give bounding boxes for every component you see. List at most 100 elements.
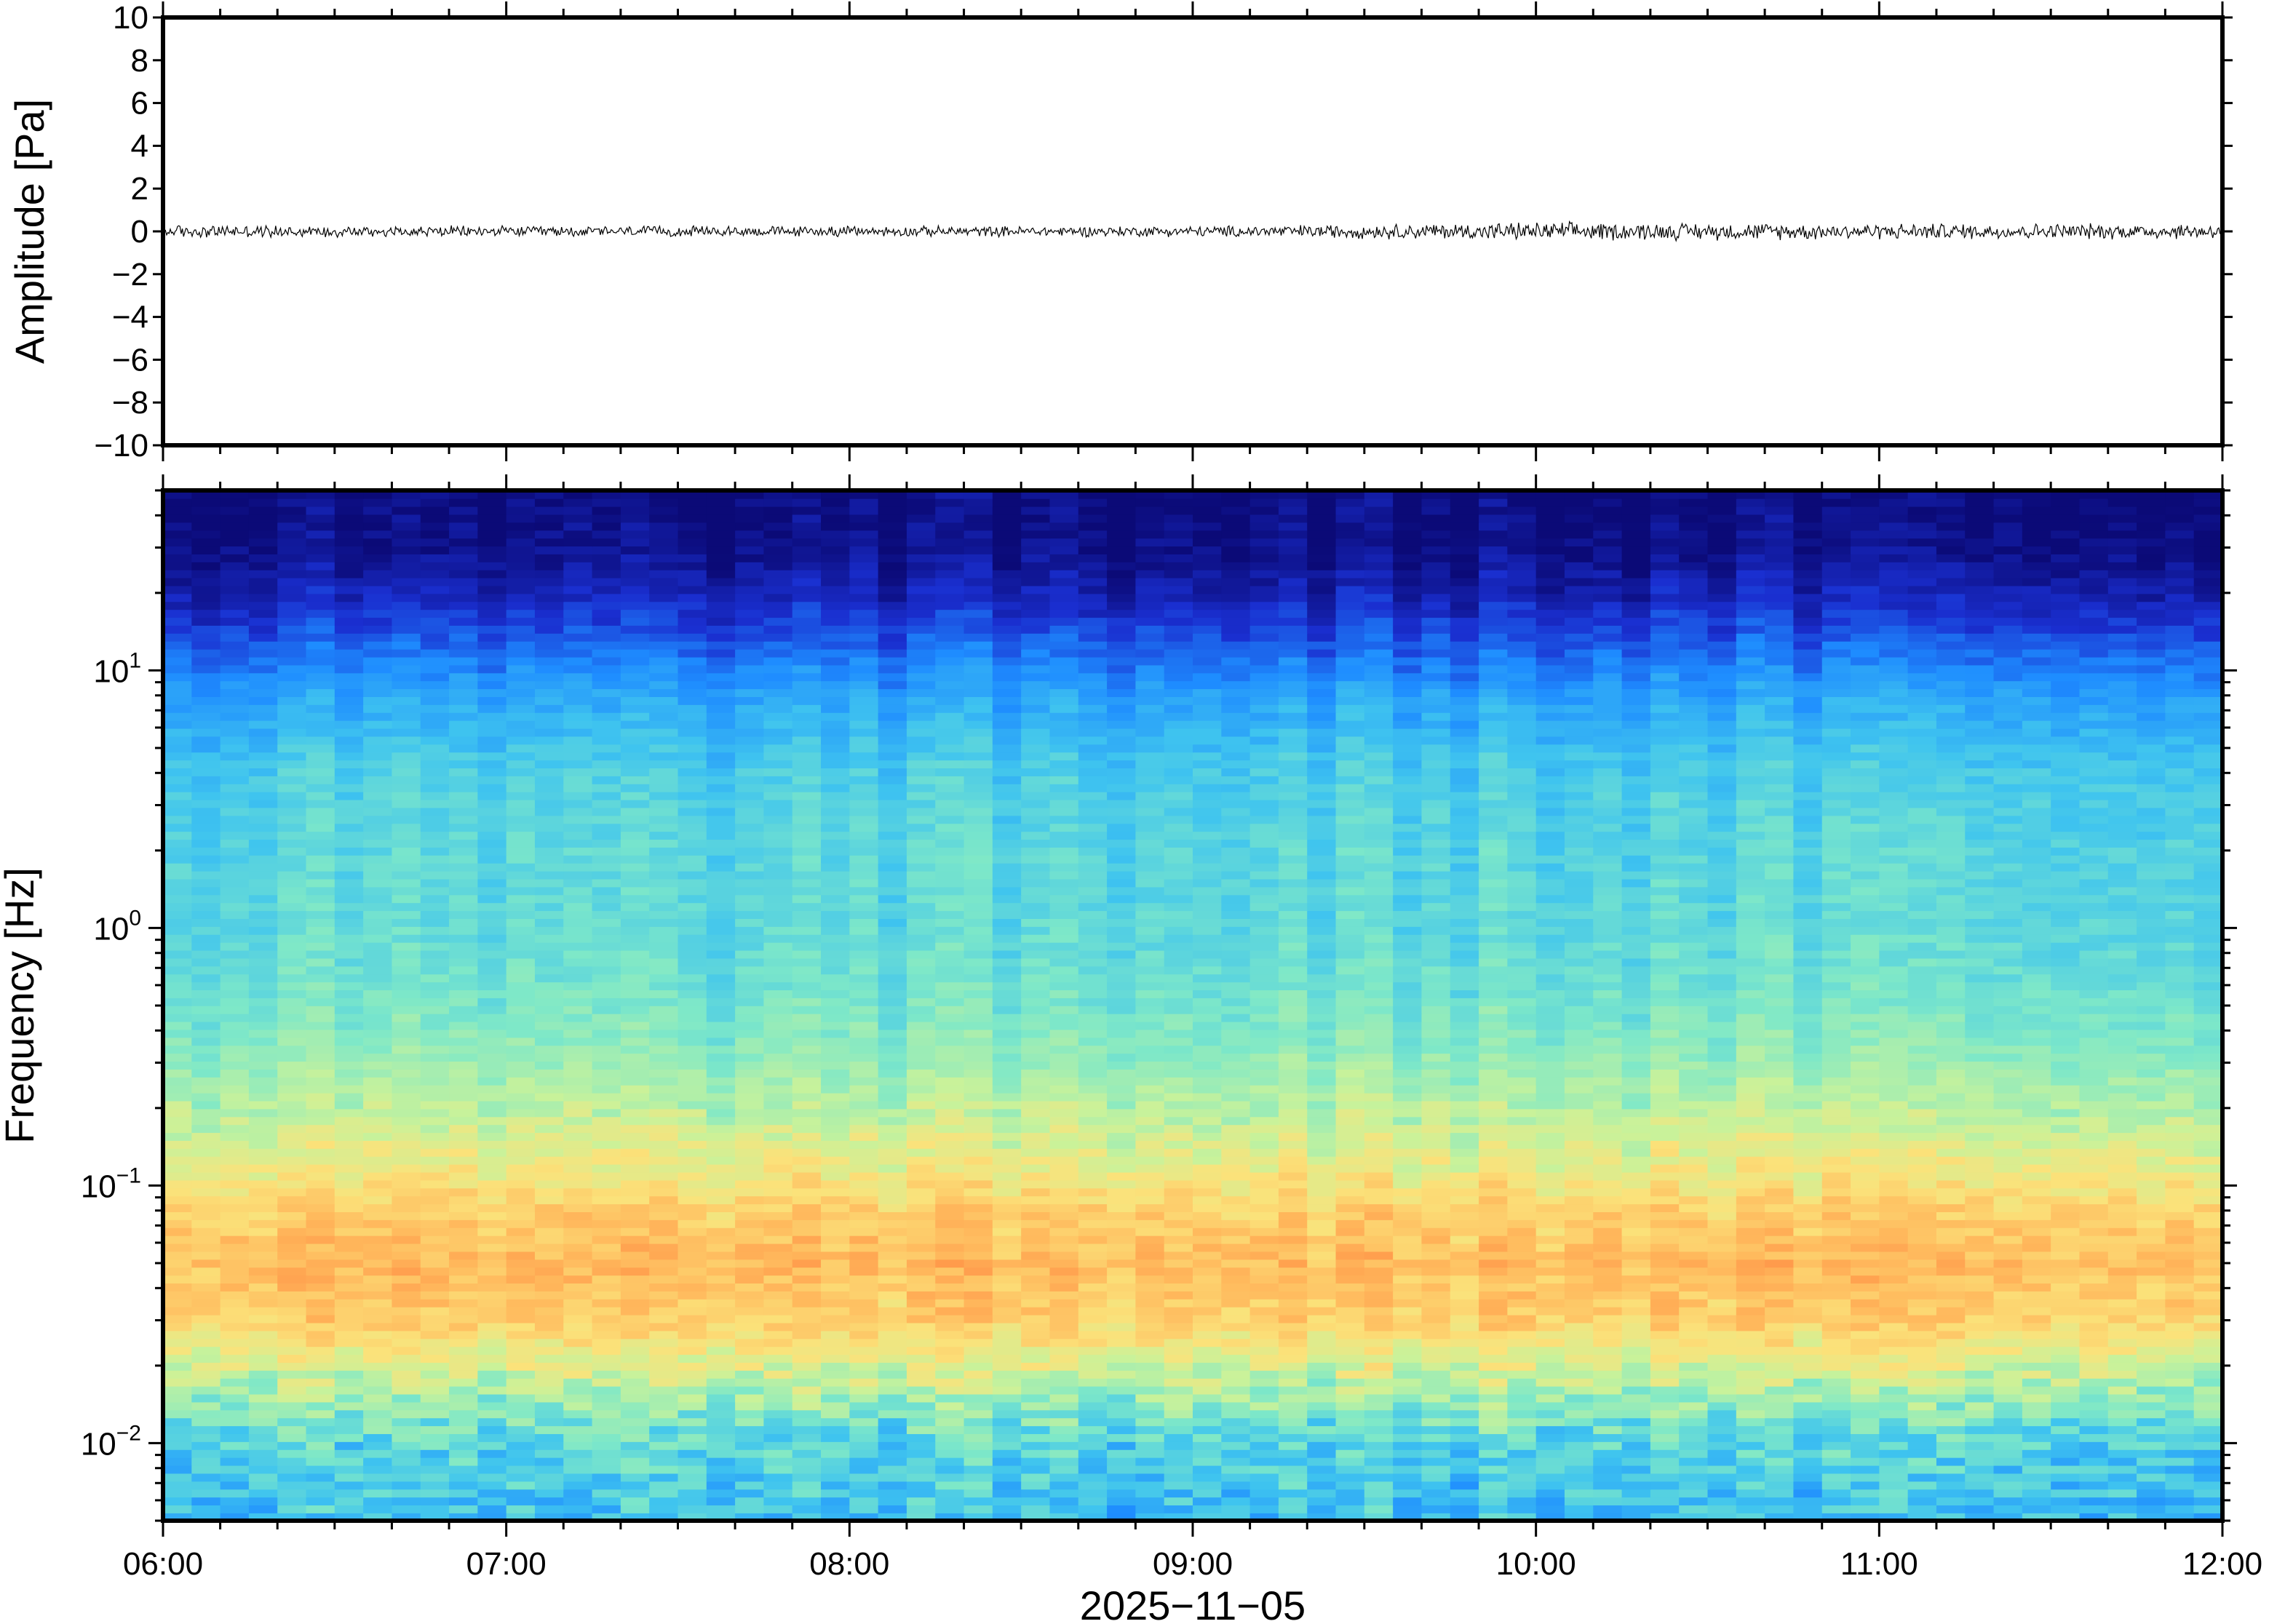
spectrogram-cell [821, 1291, 851, 1299]
spectrogram-cell [506, 1243, 536, 1252]
spectrogram-cell [220, 1497, 250, 1506]
spectrogram-cell [821, 1425, 851, 1434]
spectrogram-cell [2051, 1291, 2081, 1299]
spectrogram-cell [1307, 1069, 1337, 1078]
spectrogram-cell [1479, 1155, 1509, 1165]
spectrogram-cell [2193, 1275, 2222, 1284]
spectrogram-cell [935, 1148, 965, 1157]
spectrogram-cell [2193, 1077, 2222, 1086]
spectrogram-cell [1621, 998, 1651, 1006]
spectrogram-cell [363, 1116, 393, 1126]
spectrogram-cell [677, 1497, 707, 1506]
spectrogram-cell [992, 1061, 1022, 1070]
spectrogram-cell [1993, 1227, 2023, 1236]
spectrogram-cell [420, 1084, 450, 1094]
spectrogram-cell [677, 1069, 707, 1078]
spectrogram-cell [1535, 990, 1565, 998]
spectrogram-cell [1736, 1393, 1765, 1403]
spectrogram-cell [1707, 1037, 1737, 1046]
spectrogram-cell [248, 1013, 279, 1022]
spectrogram-cell [220, 1211, 250, 1220]
spectrogram-cell [306, 1409, 335, 1419]
spectrogram-cell [306, 1187, 335, 1197]
spectrogram-cell [1765, 1433, 1795, 1442]
spectrogram-cell [1364, 1393, 1394, 1403]
spectrogram-cell [534, 1299, 565, 1307]
spectrogram-cell [906, 1385, 937, 1395]
spectrogram-cell [1907, 1124, 1937, 1134]
spectrogram-cell [1707, 1211, 1737, 1220]
spectrogram-cell [849, 1077, 879, 1086]
spectrogram-cell [534, 982, 565, 991]
spectrogram-cell [220, 1235, 250, 1244]
spectrogram-cell [620, 1029, 650, 1038]
spectrogram-cell [2051, 1155, 2081, 1165]
spectrogram-cell [306, 1346, 335, 1356]
spectrogram-cell [449, 990, 479, 998]
spectrogram-cell [1249, 1084, 1279, 1094]
spectrogram-cell [935, 1354, 965, 1363]
spectrogram-cell [277, 1077, 307, 1086]
spectrogram-cell [935, 1187, 965, 1197]
spectrogram-cell [1507, 1362, 1537, 1371]
spectrogram-cell [849, 1370, 879, 1379]
spectrogram-cell [506, 1061, 536, 1070]
spectrogram-cell [1965, 1006, 1995, 1014]
spectrogram-cell [1278, 1370, 1308, 1379]
spectrogram-cell [1221, 1314, 1251, 1324]
spectrogram-cell [1421, 1370, 1451, 1379]
spectrogram-cell [1535, 1449, 1565, 1458]
spectrogram-heatmap [163, 490, 2222, 1521]
spectrogram-cell [2193, 1259, 2222, 1268]
spectrogram-cell [1335, 1084, 1365, 1094]
spectrogram-cell [1993, 1021, 2023, 1030]
spectrogram-cell [1707, 1045, 1737, 1054]
spectrogram-cell [477, 1037, 507, 1046]
spectrogram-cell [1765, 1275, 1795, 1284]
spectrogram-cell [1650, 1473, 1680, 1482]
spectrogram-cell [1993, 1100, 2023, 1110]
spectrogram-cell [1593, 1275, 1623, 1284]
spectrogram-cell [191, 1275, 221, 1284]
spectrogram-cell [1993, 1155, 2023, 1165]
spectrogram-cell [792, 1283, 822, 1291]
spectrogram-cell [1535, 1370, 1565, 1379]
spectrogram-cell [1965, 1084, 1995, 1094]
spectrogram-cell [963, 1171, 993, 1181]
spectrogram-cell [649, 1219, 679, 1228]
spectrogram-cell [1221, 1061, 1251, 1070]
spectrogram-cell [1221, 1084, 1251, 1094]
spectrogram-cell [1421, 1299, 1451, 1307]
spectrogram-cell [1307, 1029, 1337, 1038]
spectrogram-cell [592, 1306, 621, 1315]
spectrogram-cell [1821, 1409, 1851, 1419]
spectrogram-cell [1107, 1441, 1137, 1450]
spectrogram-cell [477, 1163, 507, 1173]
spectrogram-cell [1393, 1283, 1423, 1291]
spectrogram-cell [1193, 1251, 1223, 1260]
spectrogram-cell [849, 1513, 879, 1521]
spectrogram-cell [1164, 1077, 1193, 1086]
spectrogram-cell [1736, 1338, 1765, 1348]
spectrogram-cell [1393, 982, 1423, 991]
spectrogram-cell [1936, 1124, 1966, 1134]
spectrogram-cell [506, 1171, 536, 1181]
spectrogram-cell [2107, 1433, 2137, 1442]
spectrogram-cell [163, 1140, 193, 1149]
spectrogram-cell [563, 1409, 593, 1419]
spectrogram-cell [2137, 1275, 2166, 1284]
spectrogram-cell [163, 1354, 193, 1363]
spectrogram-cell [1679, 1179, 1709, 1189]
spectrogram-cell [1164, 1045, 1193, 1054]
spectrogram-cell [449, 1084, 479, 1094]
spectrogram-cell [1564, 1306, 1594, 1315]
spectrogram-cell [1679, 1084, 1709, 1094]
spectrogram-cell [334, 1401, 364, 1411]
spectrogram-cell [620, 1219, 650, 1228]
spectrogram-cell [878, 1362, 907, 1371]
spectrogram-cell [1135, 1045, 1165, 1054]
spectrogram-cell [1393, 1084, 1423, 1094]
spectrogram-cell [334, 990, 364, 998]
spectrogram-cell [1278, 1092, 1308, 1102]
spectrogram-cell [306, 1116, 335, 1126]
